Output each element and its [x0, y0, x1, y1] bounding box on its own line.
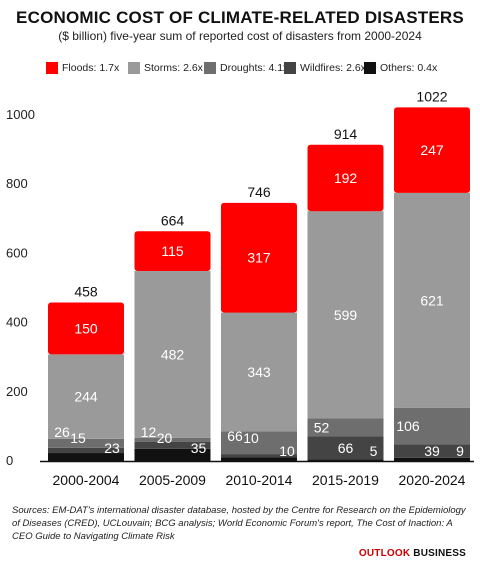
legend-label-floods: Floods: 1.7x [62, 62, 120, 74]
y-tick-label: 800 [6, 176, 28, 191]
bar-segment-storms [134, 271, 211, 438]
bar-value-label-others: 10 [279, 443, 295, 459]
legend-label-droughts: Droughts: 4.1x [220, 62, 289, 74]
x-tick-label: 2000-2004 [53, 472, 120, 488]
chart-subtitle: ($ billion) five-year sum of reported co… [58, 29, 422, 43]
chart-title: ECONOMIC COST OF CLIMATE-RELATED DISASTE… [16, 8, 464, 27]
y-tick-label: 200 [6, 384, 28, 399]
bar-segment-storms [48, 354, 124, 439]
bar-value-label-wildfires: 39 [424, 443, 440, 459]
y-tick-label: 0 [6, 453, 13, 468]
legend-item-wildfires: Wildfires: 2.6x [284, 61, 366, 75]
brand-logo-part2: BUSINESS [410, 548, 466, 559]
bar-segment-others [48, 453, 124, 461]
bar-segment-others [394, 457, 470, 461]
bar-value-label-wildfires: 10 [243, 430, 259, 446]
bar-value-label-droughts: 66 [227, 428, 243, 444]
bar-value-label-storms: 343 [247, 364, 271, 380]
legend-swatch-storms [128, 62, 140, 74]
brand-logo-part1: OUTLOOK [358, 548, 411, 559]
bar-segment-droughts [48, 438, 124, 448]
bar-value-label-storms: 599 [334, 307, 358, 323]
bar-segment-floods [48, 302, 124, 355]
bar-value-label-others: 23 [104, 440, 120, 456]
legend-item-others: Others: 0.4x [364, 61, 437, 75]
bar-segment-floods [307, 144, 384, 212]
bar-value-label-floods: 115 [161, 243, 184, 259]
legend-swatch-wildfires [284, 62, 296, 74]
bar-value-label-droughts: 12 [141, 424, 157, 440]
bar-segment-droughts [394, 407, 470, 445]
legend-swatch-droughts [204, 62, 216, 74]
bar-segment-wildfires [48, 447, 124, 454]
legend-label-wildfires: Wildfires: 2.6x [300, 62, 366, 74]
bar-segment-floods [221, 202, 297, 313]
bar-segment-storms [307, 211, 384, 419]
bar-segment-floods [394, 107, 470, 193]
bar-value-label-storms: 244 [74, 389, 98, 405]
bar-segment-storms [221, 312, 297, 432]
y-tick-label: 1000 [6, 107, 35, 122]
bar-value-label-others: 35 [191, 440, 207, 456]
bar-value-label-floods: 192 [334, 170, 358, 186]
bar-segment-storms [394, 192, 470, 408]
source-note: Sources: EM-DAT's international disaster… [12, 505, 466, 542]
bar-total-label: 1022 [416, 88, 447, 104]
bar-value-label-storms: 621 [420, 292, 444, 308]
bar-segment-droughts [307, 418, 384, 437]
bar-segment-wildfires [134, 441, 211, 449]
x-tick-label: 2015-2019 [312, 472, 379, 488]
bar-value-label-others: 9 [456, 443, 464, 459]
bar-segment-wildfires [394, 444, 470, 458]
bar-value-label-floods: 317 [247, 250, 271, 266]
bar-segment-wildfires [221, 454, 297, 458]
legend-label-others: Others: 0.4x [380, 62, 438, 74]
bar-value-label-others: 5 [370, 443, 378, 459]
bar-total-label: 746 [247, 184, 271, 200]
bar-segment-others [134, 448, 211, 461]
bar-value-label-floods: 150 [74, 320, 98, 336]
bar-segment-others [307, 459, 384, 461]
bar-value-label-droughts: 26 [54, 424, 70, 440]
legend: Floods: 1.7x Storms: 2.6x Droughts: 4.1x… [46, 61, 466, 77]
bar-value-label-wildfires: 66 [338, 440, 354, 456]
bar-segment-floods [134, 231, 211, 272]
bar-value-label-storms: 482 [161, 346, 185, 362]
bar-value-label-droughts: 106 [396, 418, 420, 434]
legend-item-storms: Storms: 2.6x [128, 61, 203, 75]
bar-total-label: 664 [161, 212, 185, 228]
legend-item-floods: Floods: 1.7x [46, 61, 119, 75]
bar-segment-droughts [134, 437, 211, 442]
legend-swatch-others [364, 62, 376, 74]
legend-swatch-floods [46, 62, 58, 74]
x-tick-label: 2005-2009 [139, 472, 206, 488]
bar-value-label-wildfires: 15 [70, 430, 86, 446]
bar-total-label: 458 [74, 284, 98, 300]
bar-segment-others [221, 457, 297, 461]
legend-label-storms: Storms: 2.6x [144, 62, 203, 74]
brand-logo: OUTLOOK BUSINESS [359, 548, 466, 559]
bar-value-label-wildfires: 20 [157, 430, 173, 446]
bar-value-label-floods: 247 [420, 142, 444, 158]
legend-item-droughts: Droughts: 4.1x [204, 61, 288, 75]
x-tick-label: 2020-2024 [399, 472, 466, 488]
bar-value-label-droughts: 52 [314, 419, 330, 435]
bar-total-label: 914 [334, 126, 358, 142]
bar-segment-wildfires [307, 436, 384, 460]
x-tick-label: 2010-2014 [226, 472, 293, 488]
y-tick-label: 600 [6, 245, 28, 260]
y-tick-label: 400 [6, 315, 28, 330]
bar-segment-droughts [221, 431, 297, 455]
